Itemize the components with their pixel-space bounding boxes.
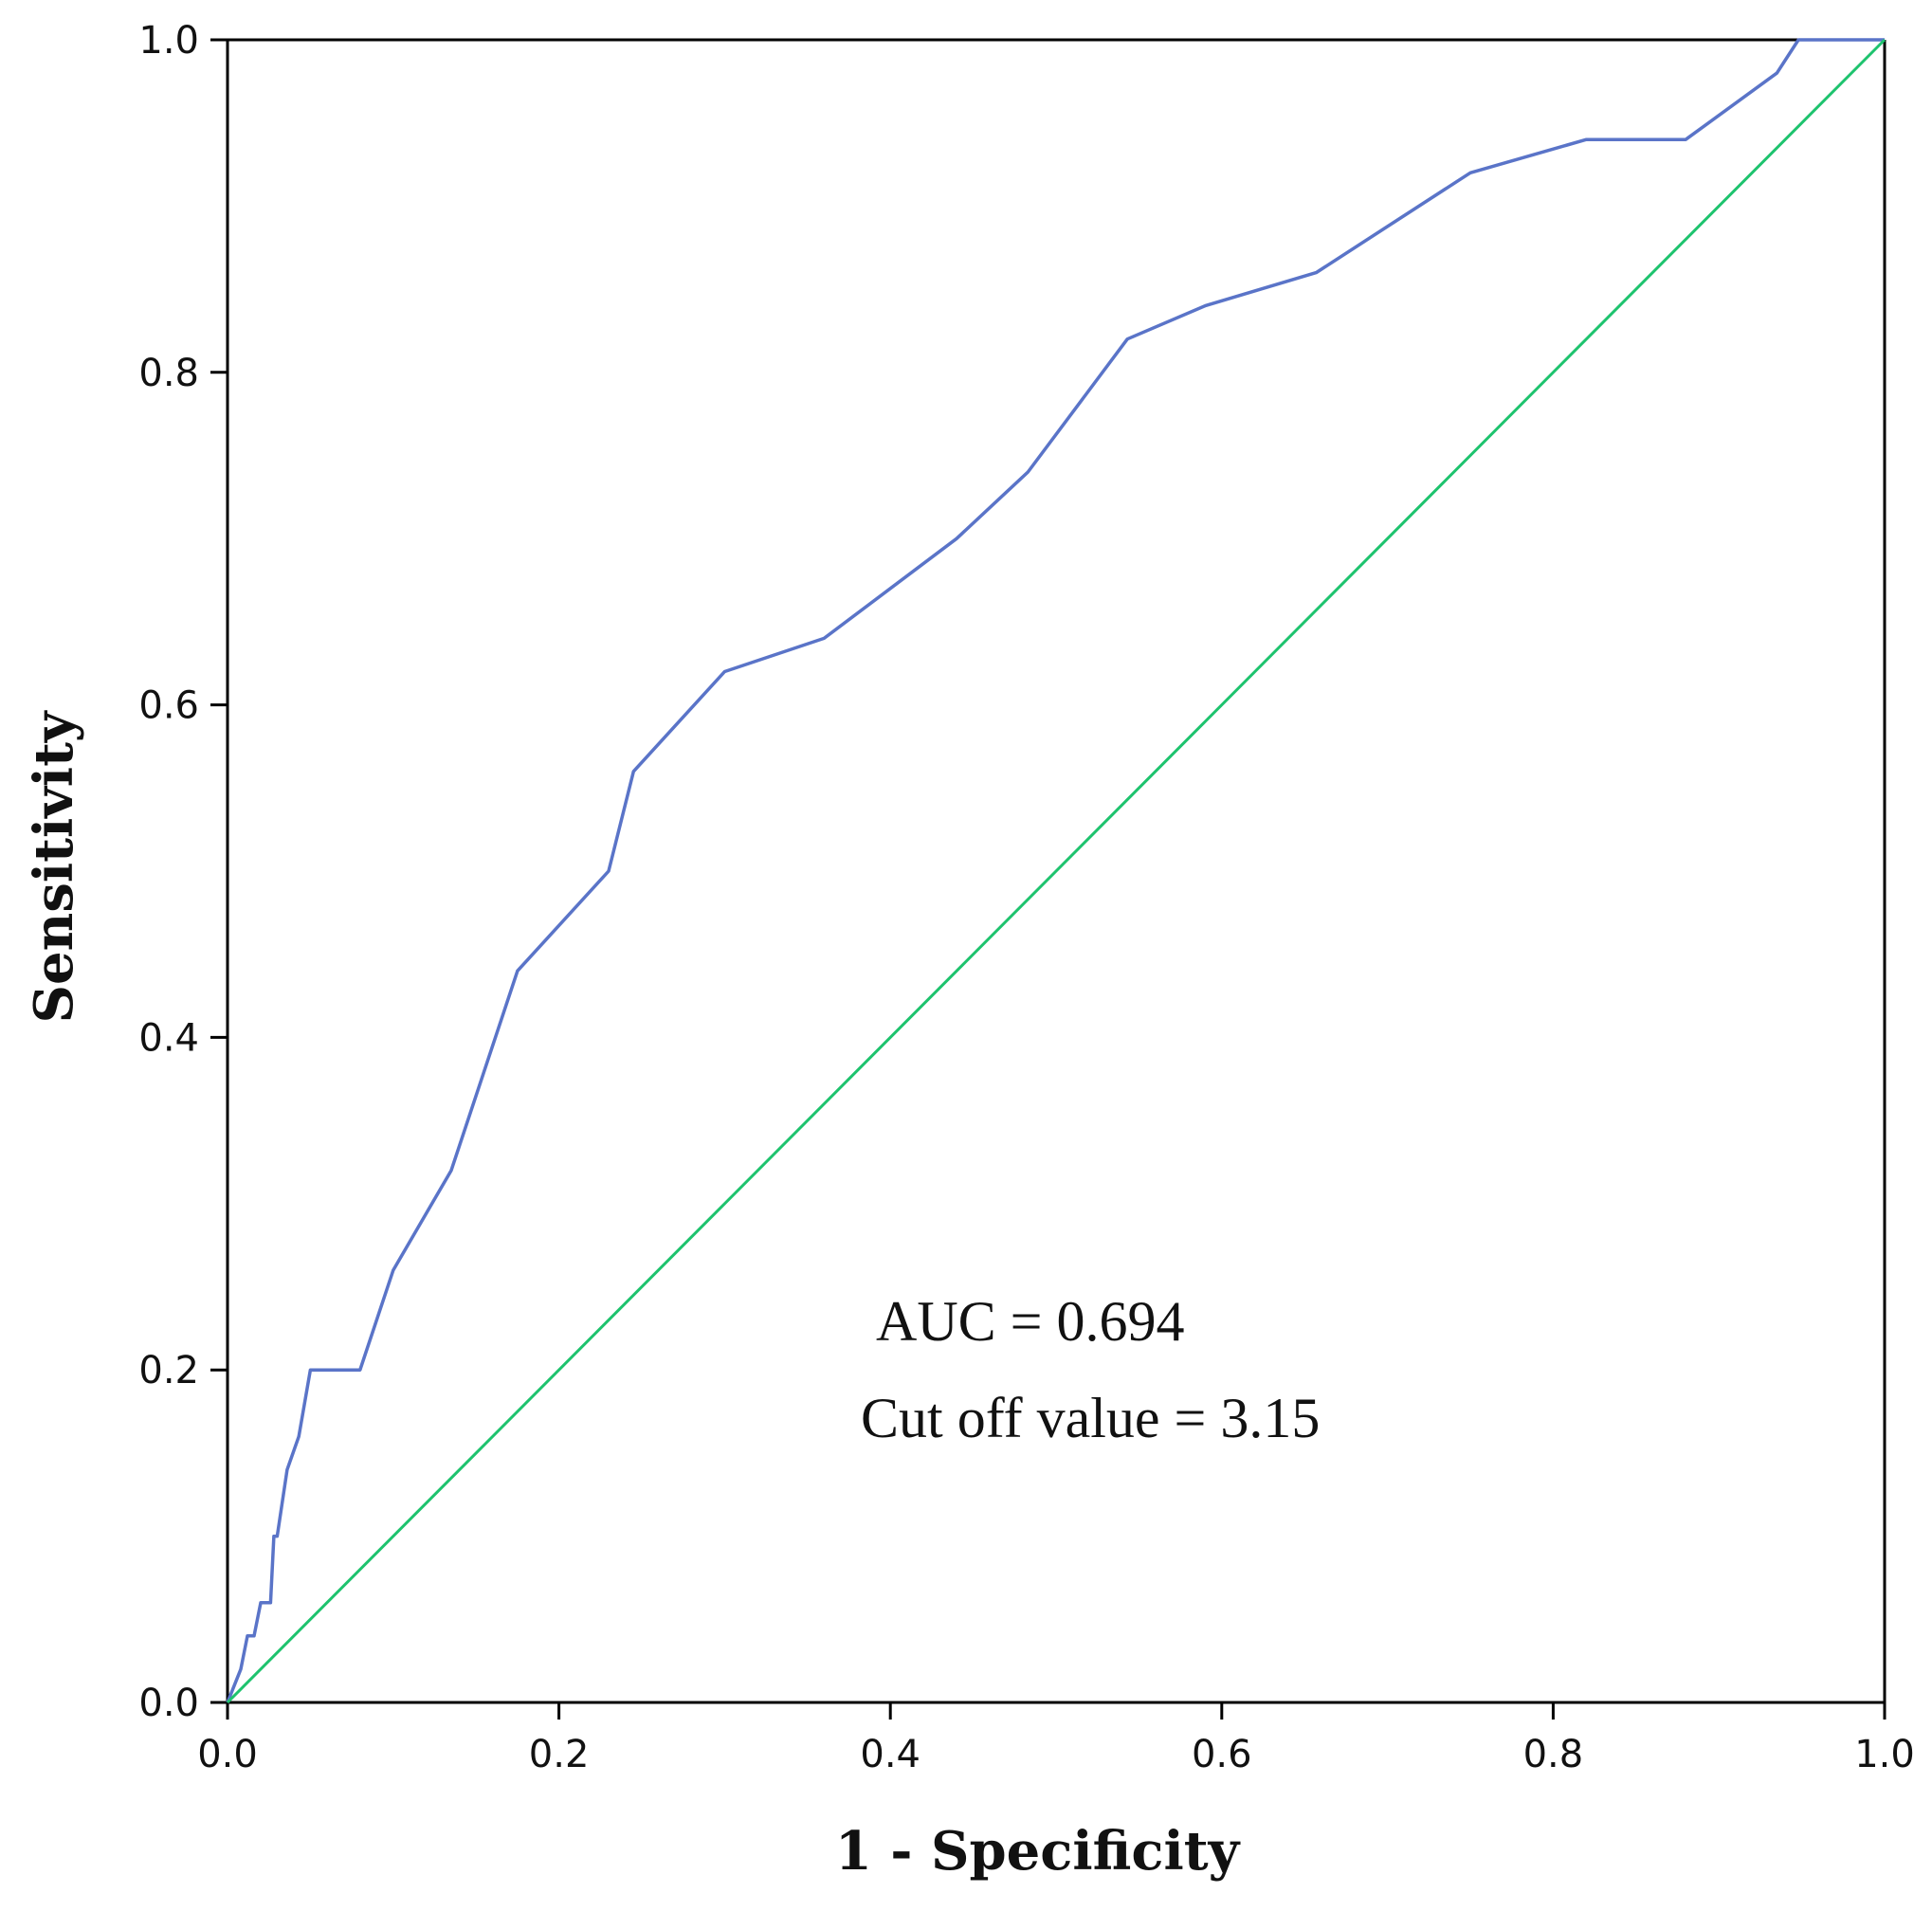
x-tick-label: 0.4 (860, 1733, 920, 1776)
y-tick-label: 0.2 (138, 1349, 199, 1392)
axes-layer: 0.0 0.2 0.4 0.6 0.8 1.0 0.0 0.2 0.4 0.6 0.8 1.0 (138, 19, 1914, 1776)
y-tick-label: 0.6 (138, 684, 199, 728)
x-axis-title: 1 - Specificity (835, 1820, 1241, 1883)
series-layer (226, 38, 1886, 1704)
x-tick-label: 1.0 (1854, 1733, 1915, 1776)
y-tick-label: 0.4 (138, 1016, 199, 1060)
x-tick-label: 0.0 (197, 1733, 258, 1776)
roc-curve-line (226, 38, 1885, 1703)
y-tick-label: 0.8 (138, 352, 199, 395)
x-tick-label: 0.8 (1523, 1733, 1584, 1776)
auc-annotation: AUC = 0.694 (876, 1290, 1185, 1353)
reference-diagonal-line (226, 38, 1886, 1704)
x-tick-label: 0.2 (529, 1733, 590, 1776)
cutoff-annotation: Cut off value = 3.15 (861, 1387, 1320, 1449)
y-tick-label: 1.0 (138, 19, 199, 63)
x-tick-label: 0.6 (1192, 1733, 1252, 1776)
y-tick-label: 0.0 (138, 1682, 199, 1725)
y-axis-title: Sensitivity (23, 710, 85, 1023)
